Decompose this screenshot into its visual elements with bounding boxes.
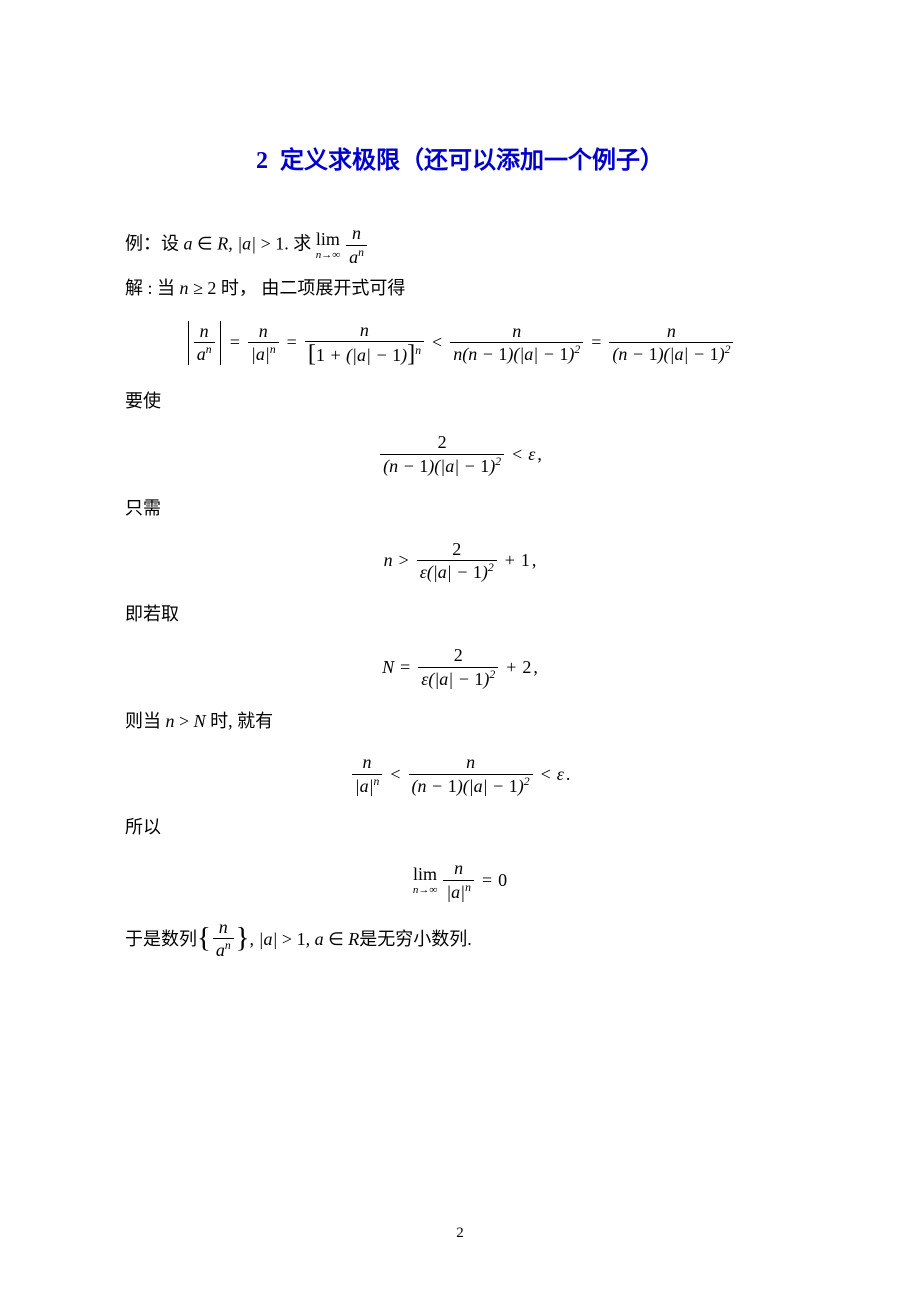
example-prefix: 例：设 bbox=[125, 233, 179, 253]
yushi-cond: , |a| > 1, a ∈ R bbox=[250, 922, 360, 956]
suoyi: 所以 bbox=[125, 810, 795, 844]
solution-cond: n ≥ 2 bbox=[175, 278, 216, 298]
example-line: 例：设 a ∈ R, |a| > 1. 求 limn→∞ nan bbox=[125, 223, 795, 267]
solution-line: 解 : 当 n ≥ 2 时， 由二项展开式可得 bbox=[125, 271, 795, 305]
equation-n-bound: n > 2 ε(|a| − 1)2 +1, bbox=[125, 539, 795, 583]
section-number: 2 bbox=[256, 148, 268, 174]
equation-N-def: N = 2 ε(|a| − 1)2 +2, bbox=[125, 645, 795, 689]
example-mid: . 求 bbox=[284, 233, 311, 253]
yushi-prefix: 于是数列 bbox=[125, 922, 197, 956]
equation-chain: nan = n|a|n = n [1 + (|a| − 1)]n < n n(n… bbox=[125, 320, 795, 370]
page: 2 定义求极限（还可以添加一个例子） 例：设 a ∈ R, |a| > 1. 求… bbox=[0, 0, 920, 1302]
yaoshi: 要使 bbox=[125, 384, 795, 418]
yushi-sequence: { nan } bbox=[197, 917, 250, 961]
solution-suffix: 时， 由二项展开式可得 bbox=[216, 278, 405, 298]
section-title-text: 定义求极限（还可以添加一个例子） bbox=[280, 148, 664, 174]
equation-limit-zero: limn→∞ n|a|n = 0 bbox=[125, 858, 795, 902]
page-number: 2 bbox=[0, 1225, 920, 1242]
yushi-line: 于是数列 { nan } , |a| > 1, a ∈ R 是无穷小数列. bbox=[125, 917, 795, 961]
zedang-cond: n > N bbox=[161, 711, 210, 731]
solution-prefix: 解 : 当 bbox=[125, 278, 175, 298]
section-title: 2 定义求极限（还可以添加一个例子） bbox=[125, 140, 795, 175]
zhixu: 只需 bbox=[125, 491, 795, 525]
example-limit: limn→∞ nan bbox=[316, 223, 369, 267]
zedang-line: 则当 n > N 时, 就有 bbox=[125, 704, 795, 738]
zedang-suffix: 时, 就有 bbox=[210, 711, 273, 731]
equation-final-bound: n|a|n < n (n − 1)(|a| − 1)2 < ε . bbox=[125, 752, 795, 796]
equation-eps-bound: 2 (n − 1)(|a| − 1)2 < ε, bbox=[125, 432, 795, 476]
jiruoqu: 即若取 bbox=[125, 597, 795, 631]
example-cond: a ∈ R, |a| > 1 bbox=[179, 233, 284, 253]
yushi-suffix: 是无穷小数列. bbox=[359, 922, 472, 956]
zedang-prefix: 则当 bbox=[125, 711, 161, 731]
